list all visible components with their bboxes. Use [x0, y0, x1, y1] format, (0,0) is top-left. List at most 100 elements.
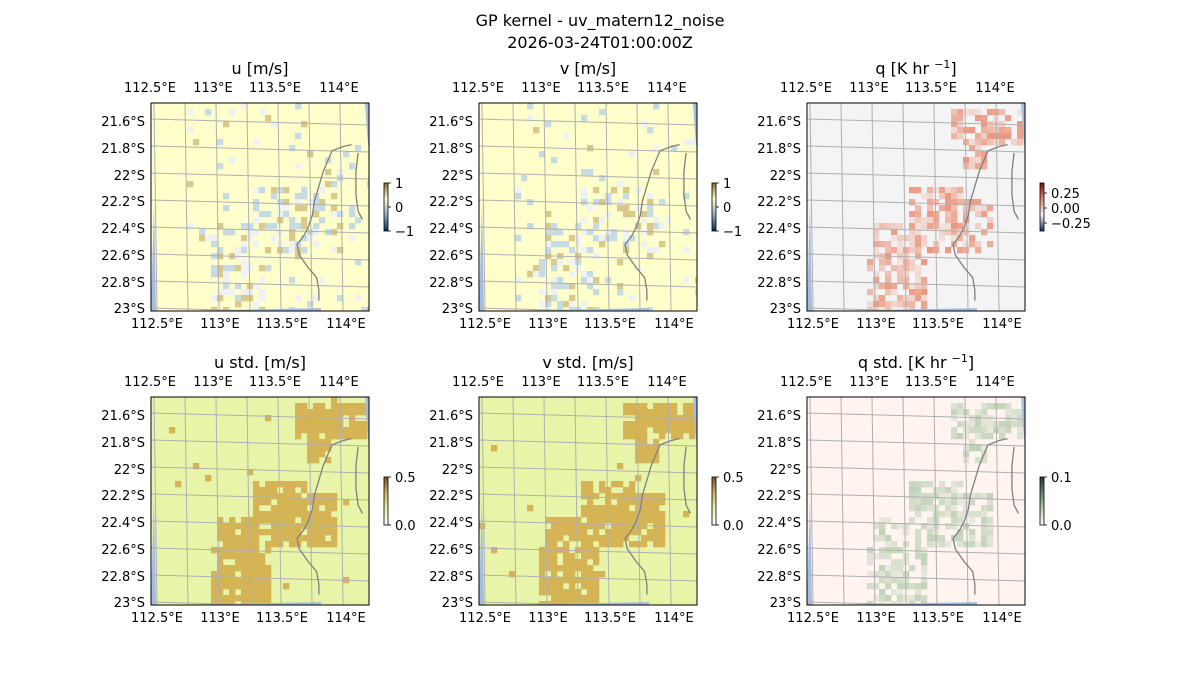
- colorbar-tick-label: −1: [395, 225, 414, 240]
- x-tick-label-bottom: 113.5°E: [584, 317, 636, 332]
- data-cell: [617, 493, 624, 500]
- data-cell: [265, 517, 272, 524]
- data-cell: [313, 493, 320, 500]
- data-cell: [653, 445, 660, 452]
- data-cell: [987, 535, 994, 542]
- data-cell: [891, 541, 898, 548]
- grid-parallel: [479, 629, 697, 635]
- data-cell: [635, 415, 642, 422]
- y-tick-label: 22.2°S: [757, 195, 801, 210]
- data-cell: [331, 205, 338, 212]
- data-cell: [581, 199, 588, 206]
- data-cell: [325, 529, 332, 536]
- data-cell: [921, 277, 928, 284]
- data-cell: [915, 481, 922, 488]
- data-cell: [873, 271, 880, 278]
- data-cell: [945, 223, 952, 230]
- data-cell: [987, 205, 994, 212]
- data-cell: [909, 499, 916, 506]
- data-cell: [885, 259, 892, 266]
- x-tick-label-top: 112.5°E: [780, 375, 832, 390]
- data-cell: [301, 517, 308, 524]
- data-cell: [915, 553, 922, 560]
- data-cell: [1017, 421, 1024, 428]
- data-cell: [211, 571, 218, 578]
- data-cell: [587, 283, 594, 290]
- data-cell: [253, 541, 260, 548]
- data-cell: [545, 535, 552, 542]
- data-cell: [909, 289, 916, 296]
- data-cell: [199, 229, 206, 236]
- data-cell: [689, 433, 696, 440]
- data-cell: [647, 247, 654, 254]
- data-cell: [319, 187, 326, 194]
- data-cell: [599, 217, 606, 224]
- colorbar-tick-label: 0.25: [1051, 187, 1080, 202]
- data-cell: [641, 121, 648, 128]
- data-cell: [915, 547, 922, 554]
- data-cell: [253, 511, 260, 518]
- grid-parallel: [479, 335, 697, 341]
- colorbar-tick-label: 0.0: [395, 519, 416, 534]
- data-cell: [957, 223, 964, 230]
- colorbar: [711, 476, 717, 526]
- data-cell: [927, 211, 934, 218]
- data-cell: [951, 499, 958, 506]
- ocean-east: [693, 103, 697, 153]
- data-cell: [593, 559, 600, 566]
- data-cell: [885, 271, 892, 278]
- data-cell: [247, 265, 254, 272]
- data-cell: [259, 277, 266, 284]
- data-cell: [921, 499, 928, 506]
- data-cell: [527, 223, 534, 230]
- data-cell: [629, 421, 636, 428]
- data-cell: [295, 427, 302, 434]
- data-cell: [623, 511, 630, 518]
- data-cell: [873, 241, 880, 248]
- data-cell: [295, 535, 302, 542]
- data-cell: [605, 193, 612, 200]
- data-cell: [1005, 409, 1012, 416]
- data-cell: [873, 535, 880, 542]
- x-tick-label-bottom: 114°E: [982, 611, 1022, 626]
- data-cell: [265, 115, 272, 122]
- data-cell: [987, 217, 994, 224]
- data-cell: [229, 571, 236, 578]
- data-cell: [581, 217, 588, 224]
- data-cell: [647, 457, 654, 464]
- data-cell: [283, 247, 290, 254]
- grid-meridian: [605, 103, 610, 311]
- data-cell: [265, 595, 272, 602]
- data-cell: [683, 421, 690, 428]
- data-cell: [569, 529, 576, 536]
- data-cell: [319, 421, 326, 428]
- data-cell: [885, 565, 892, 572]
- data-cell: [217, 583, 224, 590]
- data-cell: [247, 229, 254, 236]
- data-cell: [247, 523, 254, 530]
- data-cell: [921, 547, 928, 554]
- data-cell: [951, 427, 958, 434]
- data-cell: [259, 295, 266, 302]
- data-cell: [593, 535, 600, 542]
- data-cell: [277, 499, 284, 506]
- grid-meridian: [809, 103, 814, 311]
- data-cell: [885, 553, 892, 560]
- data-cell: [313, 223, 320, 230]
- data-cell: [957, 403, 964, 410]
- data-cell: [319, 451, 326, 458]
- data-cell: [867, 559, 874, 566]
- grid-parallel: [151, 629, 369, 635]
- data-cell: [909, 259, 916, 266]
- data-cell: [677, 421, 684, 428]
- data-cell: [939, 193, 946, 200]
- data-cell: [229, 577, 236, 584]
- data-cell: [909, 265, 916, 272]
- grid-parallel: [479, 118, 697, 126]
- ocean-south: [171, 308, 321, 311]
- data-cell: [629, 481, 636, 488]
- data-cell: [945, 487, 952, 494]
- grid-parallel: [807, 466, 1025, 474]
- grid-meridian: [902, 103, 907, 311]
